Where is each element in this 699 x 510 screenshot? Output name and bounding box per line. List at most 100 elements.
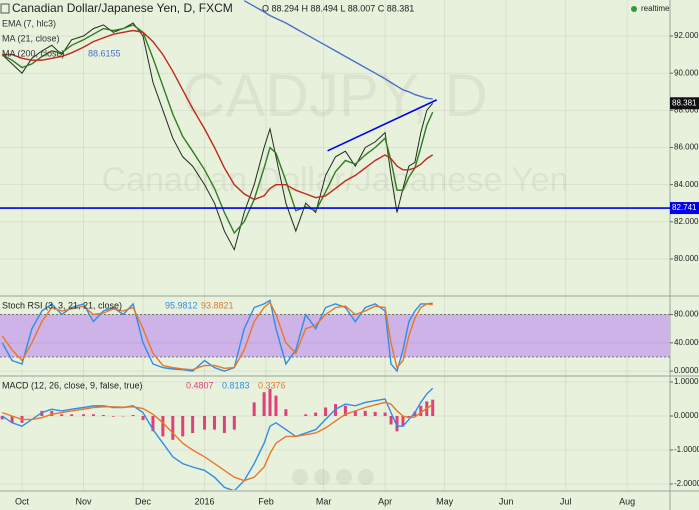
legend-entry: MA (21, close) bbox=[2, 33, 60, 43]
histogram-bar bbox=[82, 414, 86, 417]
chart-title: Canadian Dollar/Japanese Yen, D, FXCM bbox=[12, 1, 233, 15]
price-tag-label: 88.381 bbox=[672, 98, 697, 107]
toolbar-button[interactable] bbox=[358, 469, 374, 485]
pane-title: Stoch RSI (3, 3, 21, 21, close) bbox=[2, 300, 122, 310]
y-tick-label: 92.000 bbox=[674, 31, 699, 40]
histogram-bar bbox=[171, 416, 175, 440]
histogram-bar bbox=[101, 414, 105, 417]
y-tick-label: 1.0000 bbox=[674, 377, 699, 386]
x-tick-label: Nov bbox=[76, 496, 93, 506]
histogram-bar bbox=[395, 416, 399, 432]
histogram-bar bbox=[222, 416, 226, 434]
histogram-bar bbox=[141, 416, 145, 421]
series-line bbox=[1, 401, 434, 482]
histogram-bar bbox=[50, 410, 54, 417]
histogram-bar bbox=[161, 416, 165, 437]
toolbar-button[interactable] bbox=[292, 469, 308, 485]
histogram-bar bbox=[304, 414, 308, 417]
y-tick-label: 0.0000 bbox=[674, 366, 699, 375]
histogram-bar bbox=[373, 411, 377, 417]
histogram-bar bbox=[262, 392, 266, 417]
histogram-bar bbox=[252, 402, 256, 417]
histogram-bar bbox=[324, 407, 328, 417]
histogram-bar bbox=[274, 395, 278, 417]
x-tick-label: 2016 bbox=[195, 496, 215, 506]
toolbar-button[interactable] bbox=[336, 469, 352, 485]
status: realtime bbox=[641, 4, 670, 13]
histogram-bar bbox=[343, 405, 347, 417]
legend-layer: Canadian Dollar/Japanese Yen, D, FXCM O … bbox=[0, 1, 670, 485]
legend-value: 93.8821 bbox=[201, 300, 234, 310]
y-tick-label: 86.000 bbox=[674, 143, 699, 152]
x-tick-label: Aug bbox=[619, 496, 635, 506]
histogram-bar bbox=[91, 414, 95, 417]
histogram-bar bbox=[232, 416, 236, 430]
histogram-bar bbox=[151, 416, 155, 432]
price-tag-label: 82.741 bbox=[672, 203, 697, 212]
y-tick-label: 90.000 bbox=[674, 68, 699, 77]
histogram-bar bbox=[401, 416, 405, 427]
x-tick-label: Oct bbox=[15, 496, 30, 506]
x-tick-label: Jun bbox=[499, 496, 514, 506]
histogram-bar bbox=[363, 410, 367, 417]
histogram-bar bbox=[413, 411, 417, 417]
toolbar-button[interactable] bbox=[314, 469, 330, 485]
price-tag bbox=[670, 97, 699, 110]
x-tick-label: Jul bbox=[560, 496, 572, 506]
pane bbox=[0, 381, 670, 490]
histogram-bar bbox=[10, 416, 14, 423]
series-line bbox=[2, 29, 434, 201]
x-tick-label: Apr bbox=[378, 496, 392, 506]
histogram-bar bbox=[268, 388, 272, 417]
x-tick-label: Feb bbox=[258, 496, 274, 506]
histogram-bar bbox=[131, 414, 135, 417]
watermark: CADJPY, D Canadian Dollar/Japanese Yen bbox=[102, 62, 569, 199]
legend-entry: MA (200, close) bbox=[2, 48, 65, 58]
pane bbox=[0, 0, 670, 260]
y-tick-label: 40.0000 bbox=[674, 338, 699, 347]
histogram-bar bbox=[314, 412, 318, 417]
histogram-bar bbox=[191, 416, 195, 434]
menu-icon[interactable] bbox=[0, 3, 10, 14]
series-line bbox=[243, 0, 433, 100]
band bbox=[0, 314, 670, 357]
histogram-bar bbox=[419, 405, 423, 417]
x-tick-label: Dec bbox=[135, 496, 152, 506]
watermark-name: Canadian Dollar/Japanese Yen bbox=[102, 161, 569, 199]
x-tick-label: Mar bbox=[316, 496, 332, 506]
y-tick-label: 82.000 bbox=[674, 217, 699, 226]
legend-value: 0.3376 bbox=[258, 380, 286, 390]
legend-value: 0.4807 bbox=[186, 380, 214, 390]
series-line bbox=[327, 99, 438, 152]
legend-entry: EMA (7, hlc3) bbox=[2, 18, 56, 28]
y-tick-label: 80.000 bbox=[674, 254, 699, 263]
histogram-bar bbox=[353, 410, 357, 417]
price-tag bbox=[670, 202, 699, 215]
y-tick-label: 0.0000 bbox=[674, 411, 699, 420]
histogram-bar bbox=[203, 416, 207, 430]
legend-value: 88.6155 bbox=[88, 48, 121, 58]
histogram-bar bbox=[284, 409, 288, 417]
status-dot bbox=[631, 6, 637, 12]
histogram-bar bbox=[389, 416, 393, 425]
y-tick-label: -1.0000 bbox=[674, 445, 699, 454]
series-line bbox=[1, 301, 433, 371]
series-line bbox=[1, 299, 433, 373]
pane-title: MACD (12, 26, close, 9, false, true) bbox=[2, 380, 143, 390]
histogram-bar bbox=[181, 416, 185, 437]
histogram-bar bbox=[383, 412, 387, 417]
y-tick-label: -2.0000 bbox=[674, 479, 699, 488]
y-tick-label: 80.0000 bbox=[674, 310, 699, 319]
pane bbox=[0, 299, 670, 373]
histogram-bar bbox=[431, 399, 435, 417]
ohlc-readout: O 88.294 H 88.494 L 88.007 C 88.381 bbox=[262, 3, 414, 13]
series-line bbox=[1, 24, 434, 235]
x-tick-label: May bbox=[436, 496, 454, 506]
y-tick-label: 88.000 bbox=[674, 105, 699, 114]
legend-value: 0.8183 bbox=[222, 380, 250, 390]
histogram-bar bbox=[407, 416, 411, 418]
